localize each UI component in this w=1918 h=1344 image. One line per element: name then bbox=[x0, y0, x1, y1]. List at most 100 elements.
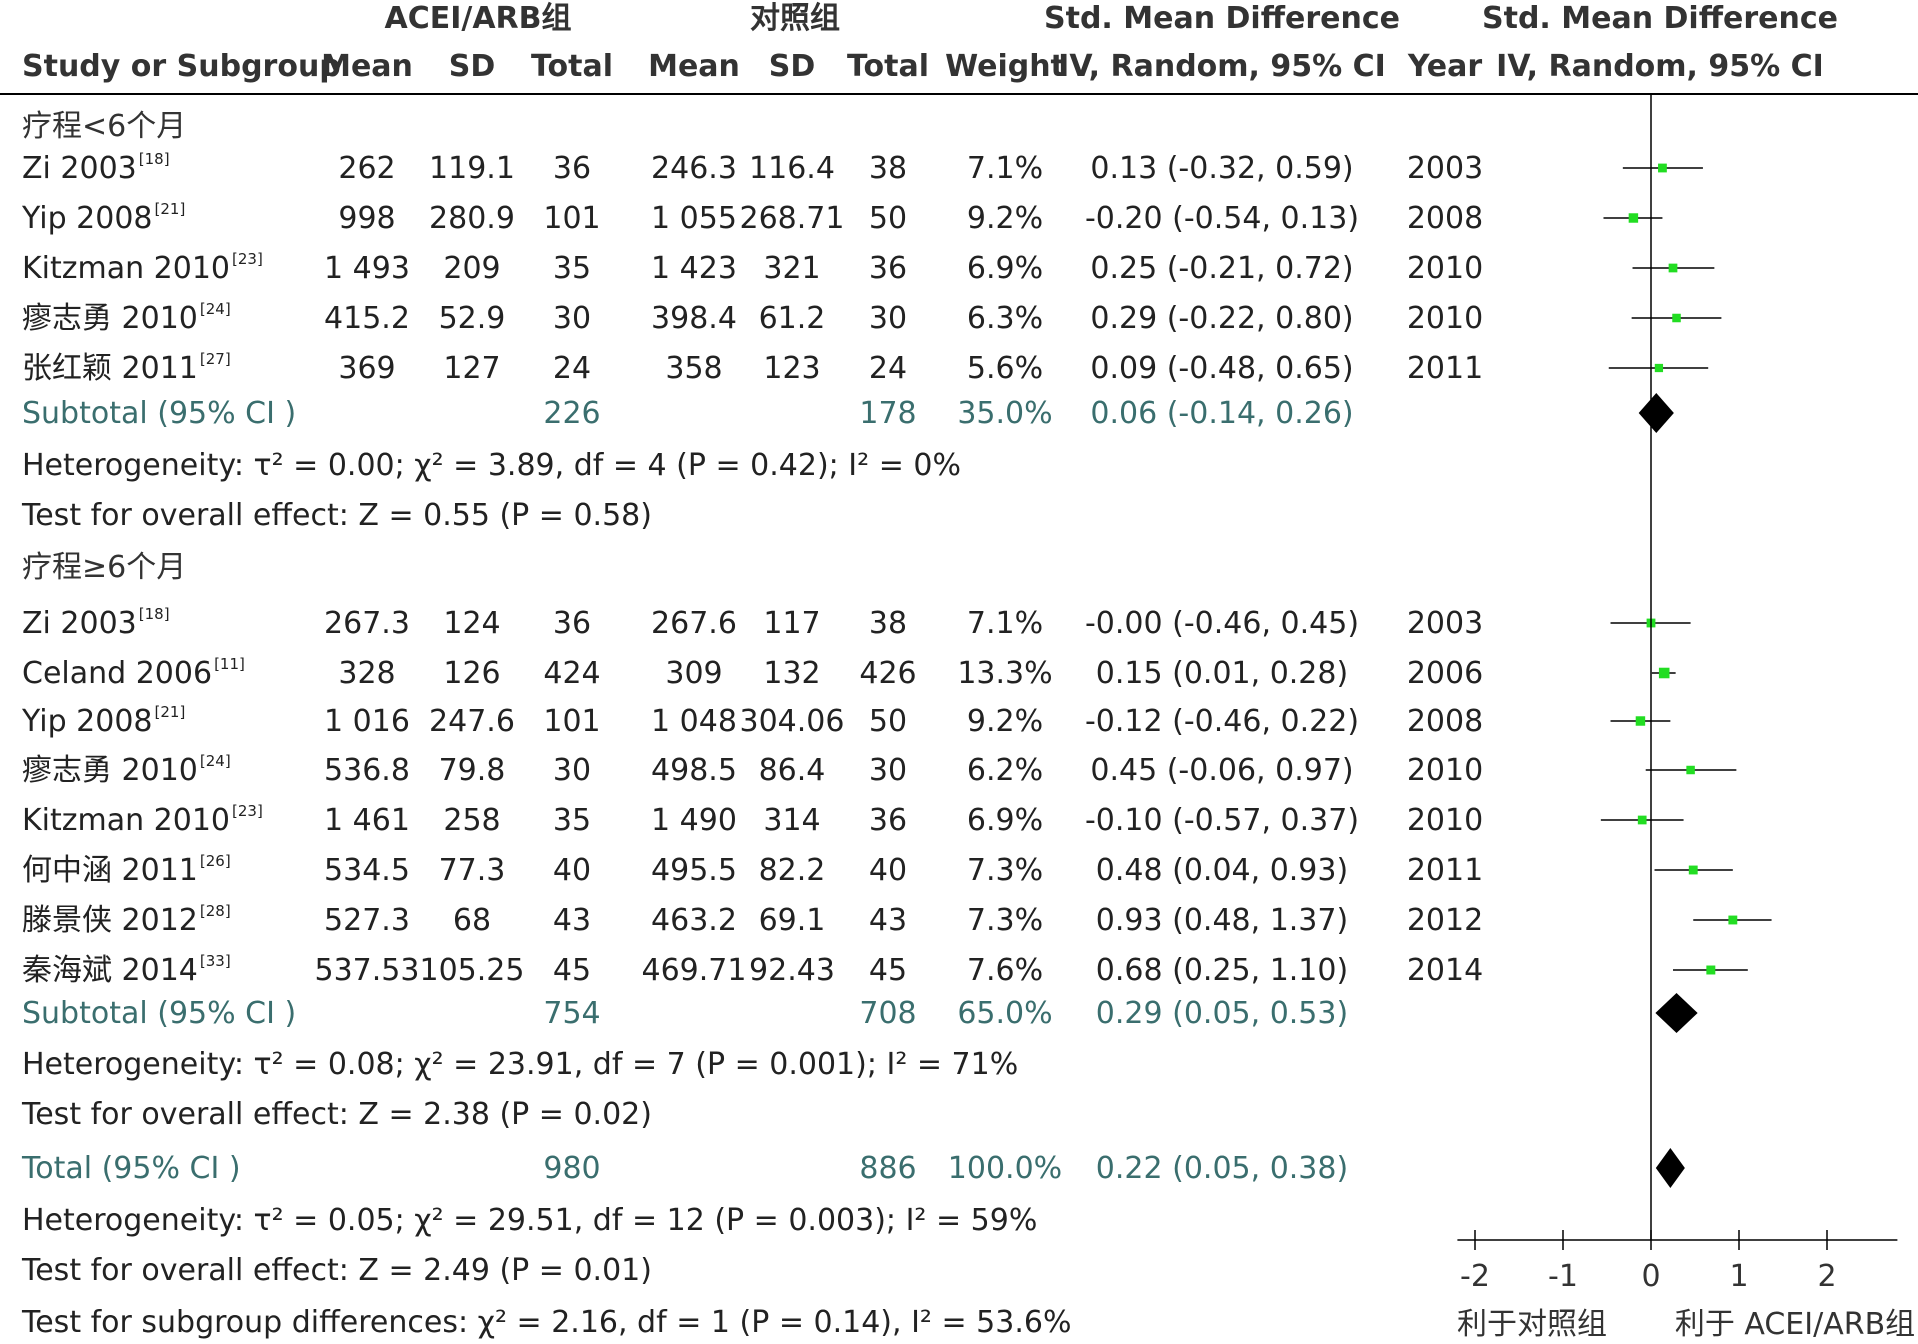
year-cell: 2003 bbox=[1407, 151, 1483, 186]
mean1-cell: 369 bbox=[338, 351, 395, 386]
sd2-cell: 132 bbox=[763, 656, 820, 691]
heterogeneity-text: Heterogeneity: τ² = 0.00; χ² = 3.89, df … bbox=[22, 448, 961, 483]
study-row: Kitzman 2010 [23] 1 493 209 35 1 423 321 36 6.9%… bbox=[22, 250, 1483, 286]
favours-treatment-label: 利于 ACEI/ARB组 bbox=[1675, 1307, 1915, 1342]
summary-label: Subtotal (95% CI ) bbox=[22, 396, 296, 431]
total1-cell: 101 bbox=[543, 201, 600, 236]
year-cell: 2006 bbox=[1407, 656, 1483, 691]
study-reference: [23] bbox=[232, 802, 263, 820]
sd1-cell: 105.25 bbox=[420, 953, 525, 988]
smd-ci-cell: -0.10 (-0.57, 0.37) bbox=[1085, 803, 1359, 838]
summary-weight: 100.0% bbox=[948, 1151, 1062, 1186]
study-name: 张红颖 2011 bbox=[22, 351, 198, 386]
total2-cell: 50 bbox=[869, 201, 907, 236]
mean1-cell: 527.3 bbox=[324, 903, 410, 938]
study-row: 瘳志勇 2010 [24] 415.2 52.9 30 398.4 61.2 30 6.3% 0.… bbox=[22, 300, 1483, 336]
subgroup-differences-text: Test for subgroup differences: χ² = 2.16… bbox=[21, 1305, 1071, 1340]
mean2-cell: 498.5 bbox=[651, 753, 737, 788]
sd1-cell: 280.9 bbox=[429, 201, 515, 236]
sd2-cell: 92.43 bbox=[749, 953, 835, 988]
total-heterogeneity-text: Heterogeneity: τ² = 0.05; χ² = 29.51, df… bbox=[22, 1203, 1037, 1238]
study-name: Zi 2003 bbox=[22, 151, 137, 186]
summary-weight: 35.0% bbox=[957, 396, 1052, 431]
total1-cell: 35 bbox=[553, 803, 591, 838]
smd-ci-cell: 0.93 (0.48, 1.37) bbox=[1096, 903, 1348, 938]
mean1-cell: 1 016 bbox=[324, 704, 410, 739]
mean2-cell: 1 055 bbox=[651, 201, 737, 236]
total2-cell: 426 bbox=[859, 656, 916, 691]
weight-cell: 6.3% bbox=[967, 301, 1043, 336]
sd1-cell: 119.1 bbox=[429, 151, 515, 186]
weight-cell: 7.1% bbox=[967, 151, 1043, 186]
smd-ci-cell: 0.29 (-0.22, 0.80) bbox=[1090, 301, 1353, 336]
smd-ci-cell: 0.15 (0.01, 0.28) bbox=[1096, 656, 1348, 691]
study-name: Celand 2006 bbox=[22, 656, 212, 691]
study-reference: [23] bbox=[232, 250, 263, 268]
effect-marker bbox=[1668, 263, 1678, 273]
study-row: Celand 2006 [11] 328 126 424 309 132 426 13.3% 0.… bbox=[22, 655, 1483, 691]
weight-cell: 6.2% bbox=[967, 753, 1043, 788]
study-row: 滕景侠 2012 [28] 527.3 68 43 463.2 69.1 43 7.3% 0.93… bbox=[22, 902, 1483, 938]
study-col-header: Study or Subgroup bbox=[22, 49, 341, 84]
study-name: Yip 2008 bbox=[21, 704, 153, 739]
sd1-cell: 68 bbox=[453, 903, 491, 938]
mean2-cell: 463.2 bbox=[651, 903, 737, 938]
weight-cell: 7.3% bbox=[967, 853, 1043, 888]
summary-label: Subtotal (95% CI ) bbox=[22, 996, 296, 1031]
effect-marker bbox=[1658, 667, 1670, 679]
total2-cell: 50 bbox=[869, 704, 907, 739]
effect-marker bbox=[1686, 765, 1695, 775]
total2-cell: 30 bbox=[869, 301, 907, 336]
year-cell: 2012 bbox=[1407, 903, 1483, 938]
smd-ci-cell: 0.45 (-0.06, 0.97) bbox=[1090, 753, 1353, 788]
total1-col-header: Total bbox=[531, 49, 613, 84]
study-row: Yip 2008 [21] 998 280.9 101 1 055 268.71 50 9.2%… bbox=[21, 200, 1483, 236]
sd1-cell: 77.3 bbox=[439, 853, 506, 888]
summary-ci: 0.22 (0.05, 0.38) bbox=[1096, 1151, 1348, 1186]
total1-cell: 35 bbox=[553, 251, 591, 286]
sd1-col-header: SD bbox=[449, 49, 496, 84]
x-tick-label: -1 bbox=[1548, 1259, 1578, 1294]
mean2-cell: 309 bbox=[665, 656, 722, 691]
weight-cell: 6.9% bbox=[967, 803, 1043, 838]
study-name: 秦海斌 2014 bbox=[22, 953, 198, 988]
sd1-cell: 79.8 bbox=[439, 753, 506, 788]
year-cell: 2011 bbox=[1407, 351, 1483, 386]
study-row: 张红颖 2011 [27] 369 127 24 358 123 24 5.6% 0.09 (-0… bbox=[22, 350, 1483, 386]
x-tick-label: 2 bbox=[1817, 1259, 1836, 1294]
total1-cell: 36 bbox=[553, 606, 591, 641]
total2-col-header: Total bbox=[847, 49, 929, 84]
study-name: 瘳志勇 2010 bbox=[22, 753, 198, 788]
total-overall-effect-text: Test for overall effect: Z = 2.49 (P = 0… bbox=[21, 1253, 652, 1288]
weight-col-header: Weight bbox=[945, 49, 1065, 84]
study-row: Yip 2008 [21] 1 016 247.6 101 1 048 304.06 50 9.… bbox=[21, 703, 1483, 739]
total1-cell: 30 bbox=[553, 301, 591, 336]
summary-total2: 886 bbox=[859, 1151, 916, 1186]
study-reference: [33] bbox=[200, 952, 231, 970]
overall-effect-text: Test for overall effect: Z = 2.38 (P = 0… bbox=[21, 1097, 652, 1132]
mean1-cell: 998 bbox=[338, 201, 395, 236]
effect-marker bbox=[1658, 163, 1667, 173]
mean2-col-header: Mean bbox=[648, 49, 740, 84]
total2-cell: 45 bbox=[869, 953, 907, 988]
mean2-cell: 495.5 bbox=[651, 853, 737, 888]
plot-header: Std. Mean Difference bbox=[1482, 1, 1838, 36]
sd1-cell: 52.9 bbox=[439, 301, 506, 336]
mean1-cell: 1 493 bbox=[324, 251, 410, 286]
study-reference: [24] bbox=[200, 752, 231, 770]
total2-cell: 38 bbox=[869, 151, 907, 186]
smd-ci-cell: -0.20 (-0.54, 0.13) bbox=[1085, 201, 1359, 236]
sd2-cell: 86.4 bbox=[759, 753, 826, 788]
study-name: 何中涵 2011 bbox=[22, 853, 198, 888]
weight-cell: 9.2% bbox=[967, 704, 1043, 739]
effect-marker bbox=[1637, 815, 1647, 825]
total2-cell: 43 bbox=[869, 903, 907, 938]
smd-ci-cell: 0.48 (0.04, 0.93) bbox=[1096, 853, 1348, 888]
smd-ci-cell: -0.12 (-0.46, 0.22) bbox=[1085, 704, 1359, 739]
study-reference: [26] bbox=[200, 852, 231, 870]
study-row: Kitzman 2010 [23] 1 461 258 35 1 490 314 36 6.9%… bbox=[22, 802, 1483, 838]
sd2-cell: 314 bbox=[763, 803, 820, 838]
subtotal-diamond bbox=[1638, 393, 1674, 433]
